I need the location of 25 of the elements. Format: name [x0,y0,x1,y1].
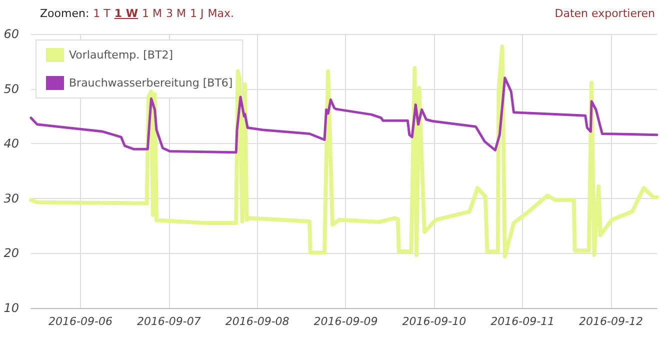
y-tick-label: 20 [4,246,20,260]
x-tick-label: 2016-09-08 [225,315,290,328]
line-series [30,76,658,154]
x-tick-label: 2016-09-07 [136,315,201,328]
text: 1 M [142,7,162,20]
y-tick-label: 50 [4,82,20,96]
legend-label: Vorlauftemp. [BT2] [69,48,173,62]
y-tick-label: 40 [4,136,20,151]
text: Zoomen: [40,7,90,20]
text: 3 M [166,7,186,20]
x-tick-label: 2016-09-09 [314,315,378,328]
x-tick-label: 2016-09-12 [579,315,643,328]
line-series [29,44,659,258]
x-tick-label: 2016-09-06 [48,315,112,328]
y-tick-label: 10 [4,301,20,315]
y-tick-label: 30 [4,191,20,206]
x-tick-label: 2016-09-10 [402,315,466,328]
x-tick-label: 2016-09-11 [490,315,555,328]
text: Max. [208,7,234,20]
text: 1 W [114,7,138,20]
y-tick-label: 60 [4,27,20,41]
text: 1 T [93,7,110,20]
text: 1 J [190,7,204,20]
legend-label: Brauchwasserbereitung [BT6] [69,76,233,90]
text: Daten exportieren [554,7,655,20]
